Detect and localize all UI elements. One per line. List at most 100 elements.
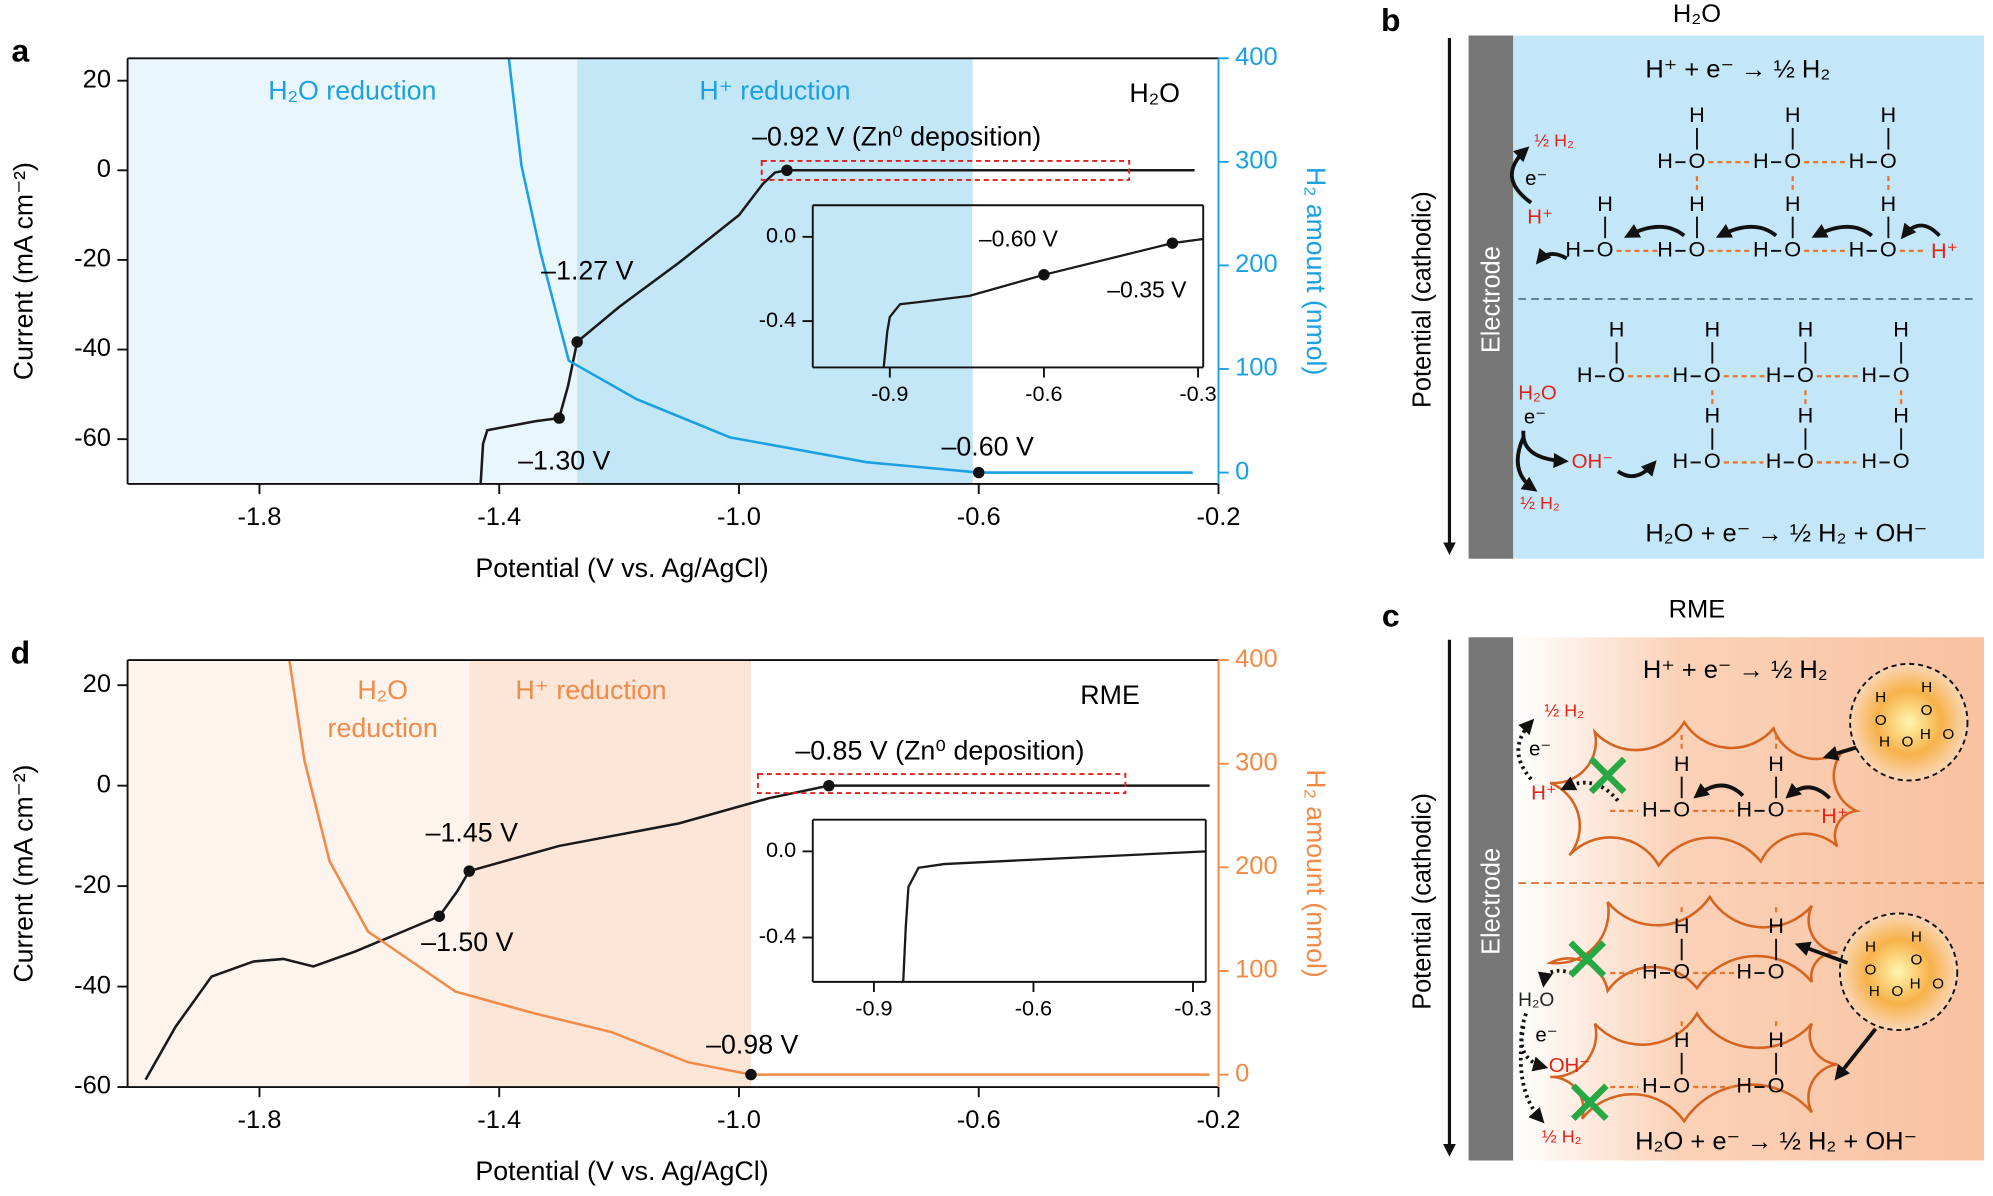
electrode-label: Electrode [1478, 246, 1506, 353]
atom: H [1861, 362, 1877, 387]
atom: H [1597, 191, 1613, 216]
atom: O [1932, 975, 1944, 992]
block-mark [1588, 756, 1627, 795]
annotation-label: –1.30 V [518, 446, 611, 476]
atom: O [1768, 797, 1785, 822]
panel-letter: b [1381, 2, 1400, 38]
annotation-dot [973, 466, 985, 479]
x-tick-label: -0.6 [1015, 996, 1052, 1021]
electrolyte [1513, 35, 1985, 559]
chart-label: H₂O [1129, 78, 1180, 108]
atom: H [1798, 316, 1814, 341]
region [469, 660, 751, 1088]
annotation-dot [745, 1068, 757, 1081]
atom: H [1657, 237, 1673, 262]
atom: O [1880, 148, 1897, 173]
axis-label: Potential (cathodic) [1409, 793, 1437, 1010]
atom: O [1865, 962, 1877, 979]
atom: H [1849, 148, 1865, 173]
x-tick-label: -0.6 [1025, 381, 1062, 406]
atom: O [1880, 237, 1897, 262]
atom: H [1736, 959, 1752, 984]
atom: H [1736, 797, 1752, 822]
atom: H [1875, 689, 1886, 706]
y2-tick-label: 100 [1235, 956, 1278, 984]
atom: O [1768, 959, 1785, 984]
x-tick-label: -1.0 [717, 503, 761, 531]
atom: O [1673, 959, 1690, 984]
arrow [1616, 460, 1657, 479]
micelle-outline [1549, 719, 1861, 868]
panel-title: H₂O [1673, 0, 1721, 28]
series-line [288, 659, 1210, 1076]
y-tick-label: -20 [74, 245, 111, 273]
equation: H⁺ + e⁻ → ½ H₂ [1645, 56, 1830, 84]
annotation-dot [553, 412, 565, 424]
arrow [1624, 224, 1686, 238]
arrow [1834, 1027, 1878, 1081]
atom: O [1910, 951, 1922, 968]
annotation-label: –0.60 V [942, 432, 1035, 462]
arrow [1900, 222, 1941, 240]
x-tick-label: -0.2 [1197, 503, 1241, 531]
atom: H [1920, 726, 1931, 743]
atom: H [1642, 797, 1658, 822]
atom: H [1910, 975, 1921, 992]
x-tick-label: -0.9 [871, 381, 908, 406]
y-tick-label: -40 [74, 334, 111, 362]
y-tick-label: -40 [74, 971, 111, 999]
region-label: H⁺ reduction [515, 675, 666, 705]
atom: O [1942, 726, 1954, 743]
species: H⁺ [1527, 206, 1553, 228]
arrow [1794, 941, 1849, 965]
y2-axis-label: H₂ amount (nmol) [1301, 167, 1331, 375]
species: OH⁻ [1572, 451, 1613, 473]
atom: H [1921, 679, 1932, 696]
species: e⁻ [1525, 168, 1547, 190]
atom: O [1673, 797, 1690, 822]
atom: H [1673, 448, 1689, 473]
arrow [1785, 782, 1832, 800]
y-tick-label: -60 [74, 424, 111, 452]
x-tick-label: -1.8 [237, 1106, 281, 1134]
panel-letter: d [11, 634, 30, 670]
panel-letter: a [12, 33, 30, 69]
atom: H [1881, 191, 1897, 216]
atom: O [1689, 148, 1706, 173]
region [812, 205, 973, 368]
annotation-label: –0.85 V (Zn⁰ deposition) [795, 736, 1084, 766]
arrow [1509, 146, 1533, 205]
atom: H [1704, 316, 1720, 341]
series-line [144, 784, 1210, 1081]
chart-label: RME [1080, 680, 1140, 710]
atom: H [1869, 983, 1880, 1000]
annotation-label: –1.50 V [421, 927, 514, 957]
arrow [1519, 1012, 1549, 1072]
y2-tick-label: 200 [1235, 852, 1278, 880]
block-mark [1570, 1083, 1609, 1121]
atom: H [1565, 237, 1581, 262]
species: e⁻ [1535, 1025, 1557, 1047]
arrow [1693, 783, 1745, 799]
y-tick-label: -20 [74, 871, 111, 899]
species: OH⁻ [1549, 1055, 1590, 1077]
arrow [1521, 430, 1569, 469]
annotation-dot [433, 910, 446, 922]
equation: H₂O + e⁻ → ½ H₂ + OH⁻ [1645, 519, 1927, 547]
x-tick-label: -0.6 [957, 1106, 1001, 1134]
atom: H [1642, 1073, 1658, 1098]
y-tick-label: 20 [83, 65, 111, 93]
x-tick-label: -0.9 [855, 996, 892, 1021]
atom: O [1797, 362, 1814, 387]
micelle-core [1838, 912, 1959, 1031]
atom: H [1768, 751, 1784, 776]
atom: H [1861, 448, 1877, 473]
annotation-label: –1.45 V [426, 817, 519, 847]
region-label: reduction [328, 713, 438, 743]
atom: H [1689, 191, 1705, 216]
atom: O [1891, 983, 1903, 1000]
panel-letter: c [1382, 598, 1400, 634]
y-tick-label: -0.4 [759, 923, 796, 948]
annotation-label: –0.35 V [1107, 276, 1187, 302]
atom: H [1674, 1027, 1690, 1052]
